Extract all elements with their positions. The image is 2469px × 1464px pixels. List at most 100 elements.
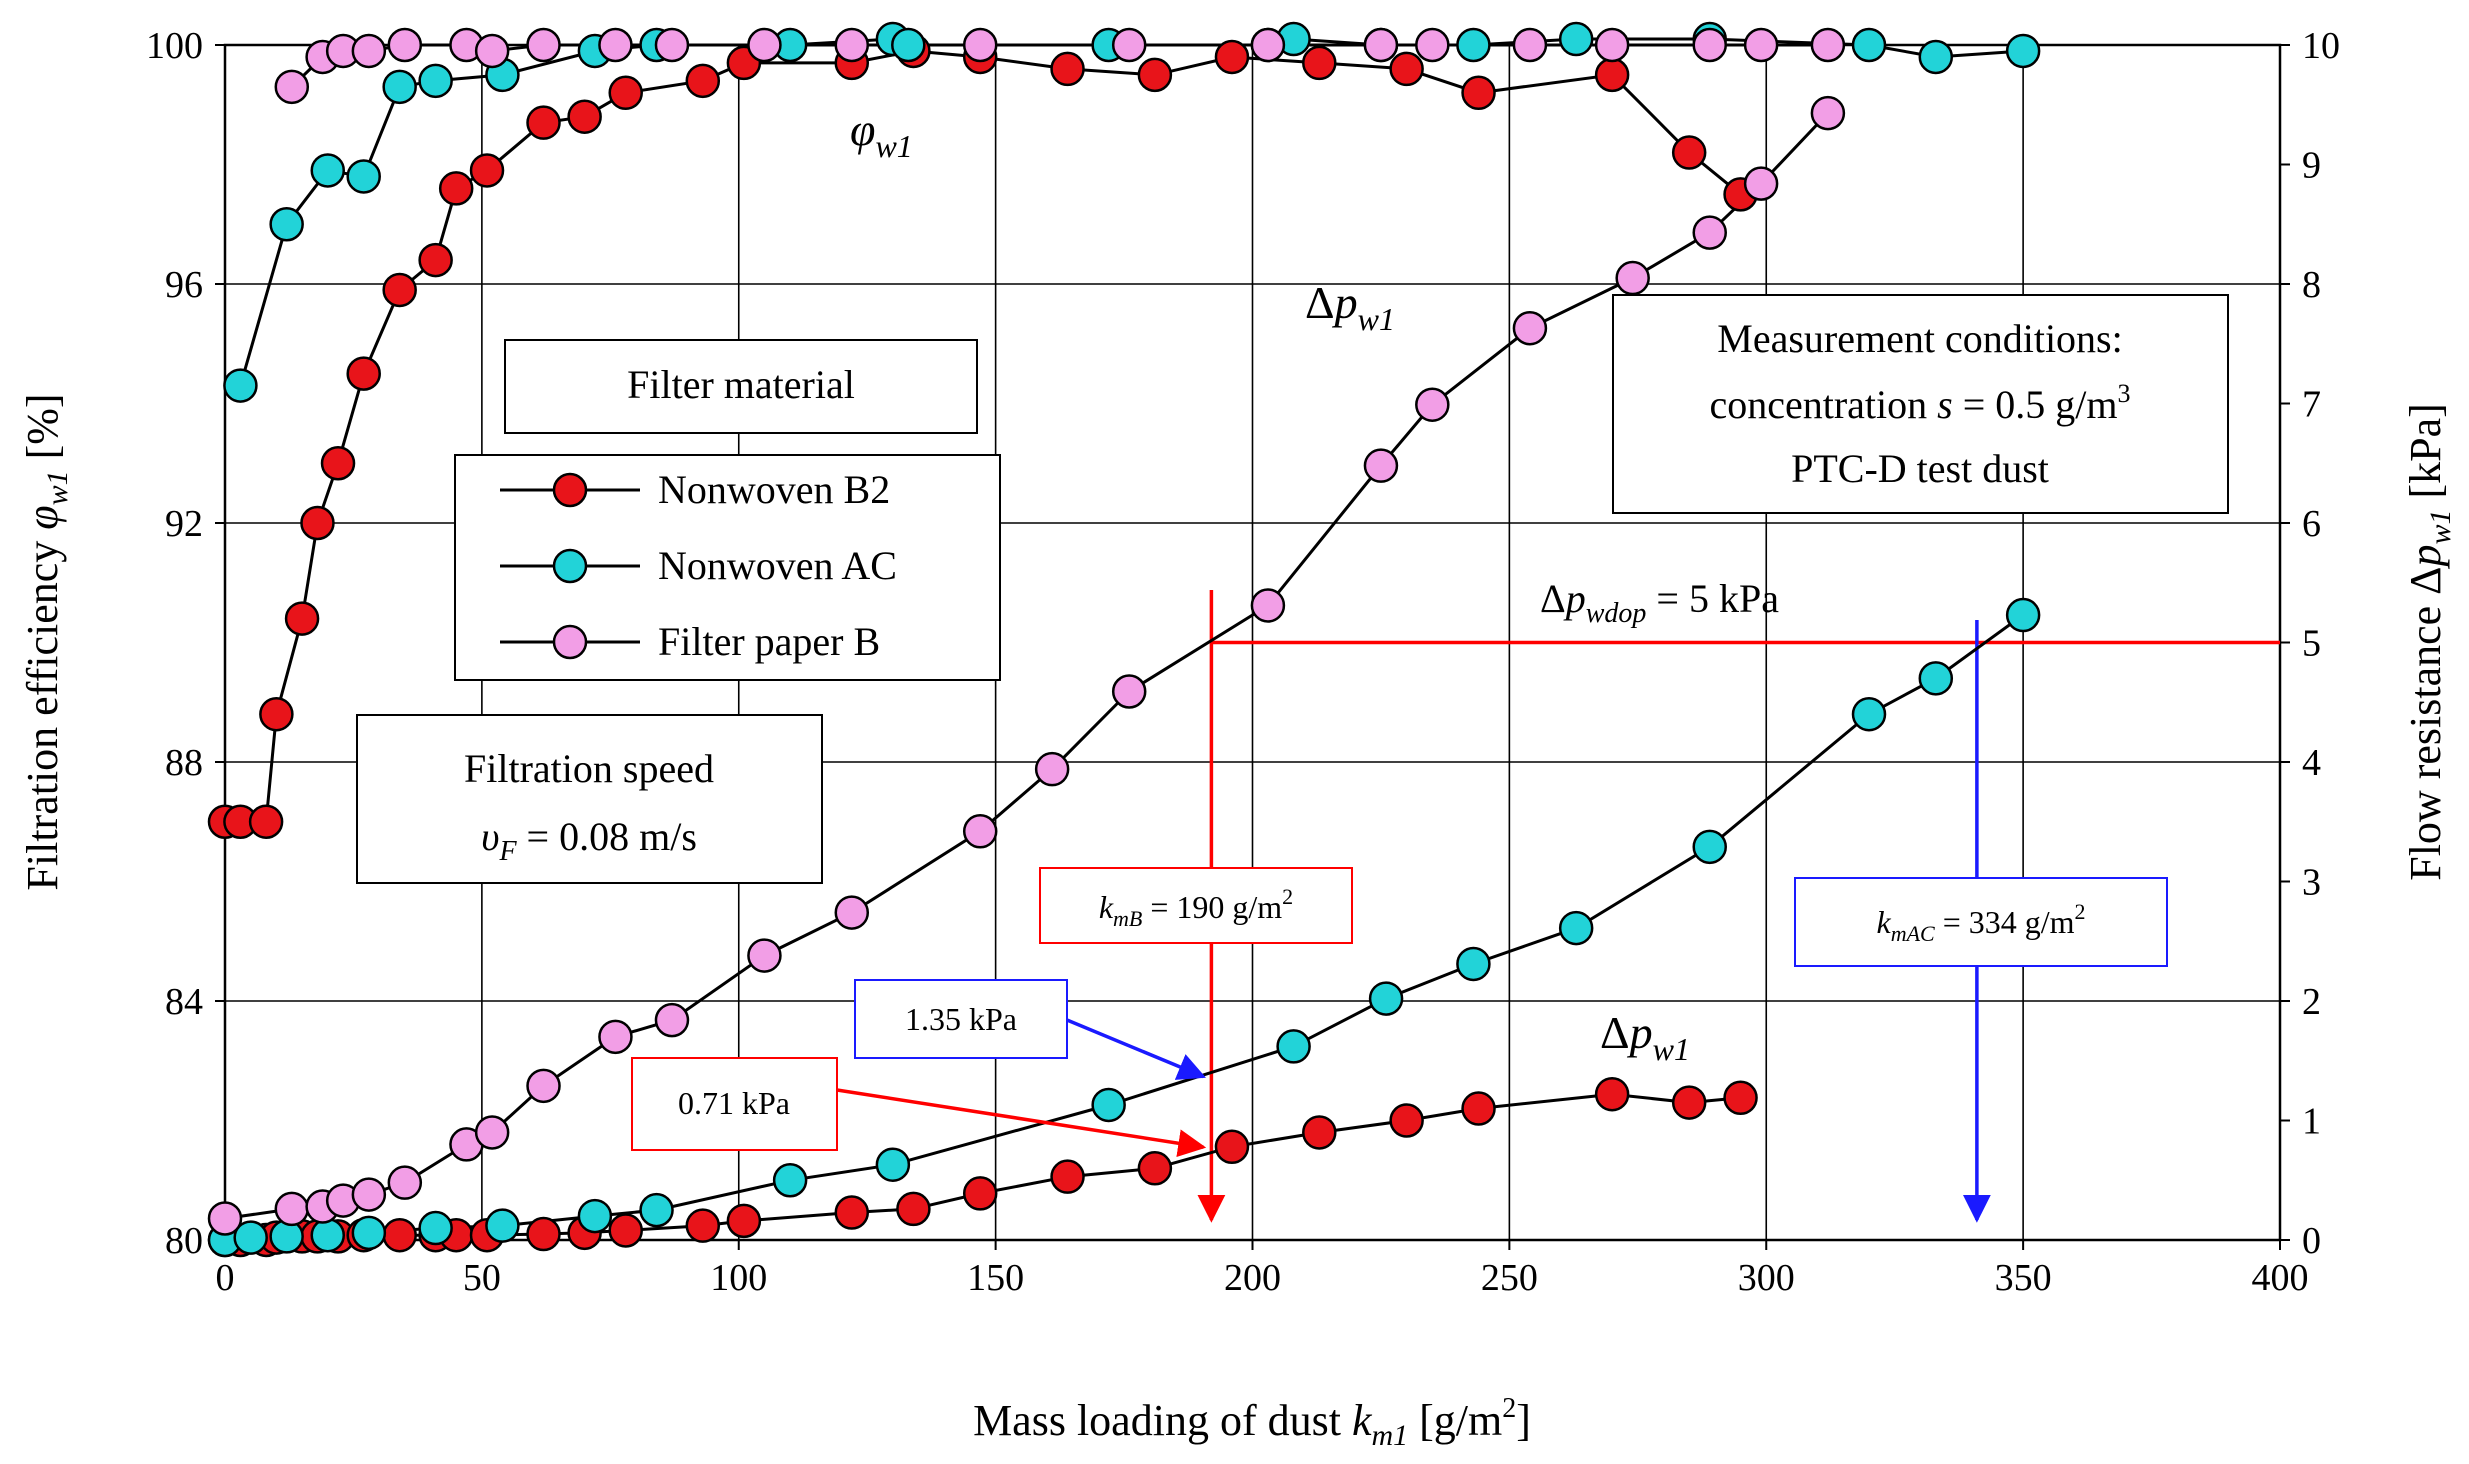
data-point bbox=[1671, 1085, 1707, 1120]
data-point bbox=[891, 27, 926, 63]
data-point bbox=[1302, 45, 1337, 81]
dp-ac-text: 1.35 kPa bbox=[905, 1001, 1017, 1037]
data-point bbox=[1512, 27, 1548, 63]
data-point bbox=[1456, 27, 1491, 63]
data-point bbox=[351, 1215, 387, 1251]
y-left-tick-label: 84 bbox=[165, 981, 203, 1023]
y-left-axis-title: Filtration efficiency φw1 [%] bbox=[18, 393, 74, 890]
data-point bbox=[1214, 39, 1250, 75]
series-layer bbox=[207, 21, 2041, 1258]
y-left-tick-label: 100 bbox=[146, 25, 203, 67]
legend-title-box bbox=[504, 339, 978, 434]
x-tick-label: 400 bbox=[2252, 1257, 2309, 1299]
data-point bbox=[1512, 310, 1548, 346]
data-point bbox=[1461, 1091, 1496, 1126]
data-point bbox=[1918, 661, 1954, 696]
data-point bbox=[387, 1165, 423, 1200]
filtration-speed-frame bbox=[356, 714, 823, 884]
data-point bbox=[834, 27, 870, 63]
phi-label: φw1 bbox=[850, 104, 913, 164]
y-left-tick-label: 88 bbox=[165, 742, 203, 784]
x-tick-label: 0 bbox=[216, 1257, 235, 1299]
x-tick-label: 200 bbox=[1224, 1257, 1281, 1299]
data-point bbox=[346, 356, 381, 391]
dp-ac-frame bbox=[854, 979, 1068, 1059]
kmAC-text: kmAC = 334 g/m2 bbox=[1876, 899, 2085, 946]
dp-ac-arrow bbox=[1066, 1018, 1206, 1080]
data-point bbox=[608, 75, 643, 111]
data-point bbox=[875, 1147, 911, 1182]
data-point bbox=[418, 242, 453, 278]
data-point bbox=[747, 938, 782, 973]
data-point bbox=[1389, 51, 1424, 87]
annotation-arrows bbox=[836, 1018, 1207, 1158]
legend-entry-label: Nonwoven AC bbox=[658, 543, 897, 588]
x-tick-label: 150 bbox=[967, 1257, 1024, 1299]
dp-b2-arrow bbox=[836, 1088, 1207, 1158]
data-point bbox=[1050, 51, 1085, 87]
data-point bbox=[1363, 448, 1399, 483]
y-right-tick-label: 2 bbox=[2302, 981, 2321, 1023]
data-point bbox=[474, 1115, 510, 1150]
data-point bbox=[1050, 1159, 1085, 1194]
data-point bbox=[382, 1217, 417, 1253]
dp-ac-annotation: 1.35 kPa bbox=[854, 979, 1068, 1059]
data-point bbox=[567, 99, 602, 134]
x-axis-title: Mass loading of dust km1 [g/m2] bbox=[973, 1393, 1531, 1452]
data-point bbox=[1456, 946, 1491, 982]
filtration-speed-line1: Filtration speed bbox=[464, 746, 714, 791]
data-point bbox=[1111, 27, 1147, 63]
data-point bbox=[233, 1220, 268, 1255]
legend-entry-label: Nonwoven B2 bbox=[658, 467, 890, 512]
data-point bbox=[1594, 27, 1630, 63]
data-point bbox=[469, 153, 505, 188]
legend-marker bbox=[552, 472, 588, 508]
data-point bbox=[1363, 27, 1399, 63]
data-point bbox=[2005, 597, 2041, 633]
data-point bbox=[726, 1203, 762, 1239]
data-point bbox=[1743, 27, 1779, 63]
series-line-3 bbox=[225, 1092, 1741, 1242]
data-point bbox=[1692, 27, 1727, 63]
data-point bbox=[1918, 39, 1954, 75]
y-right-tick-label: 4 bbox=[2302, 742, 2321, 784]
data-point bbox=[1111, 674, 1147, 709]
x-tick-label: 50 bbox=[463, 1257, 501, 1299]
data-point bbox=[1558, 910, 1594, 946]
data-point bbox=[300, 505, 335, 541]
data-point bbox=[1250, 27, 1286, 63]
data-point bbox=[2005, 33, 2041, 69]
data-point bbox=[1810, 27, 1846, 63]
data-point bbox=[310, 1217, 345, 1253]
data-point bbox=[1302, 1115, 1337, 1150]
data-point bbox=[274, 69, 310, 105]
data-point bbox=[1671, 135, 1707, 170]
data-point bbox=[1810, 95, 1846, 131]
data-point bbox=[526, 1216, 561, 1252]
data-point bbox=[598, 27, 633, 63]
data-point bbox=[438, 171, 474, 206]
data-point bbox=[351, 33, 387, 69]
x-tick-label: 350 bbox=[1995, 1257, 2052, 1299]
data-point bbox=[1276, 1029, 1311, 1064]
kmB-annotation: kmB = 190 g/m2 bbox=[1039, 867, 1353, 944]
data-point bbox=[962, 1176, 998, 1211]
data-point bbox=[223, 368, 258, 403]
y-right-tick-label: 8 bbox=[2302, 264, 2321, 306]
data-point bbox=[639, 1192, 674, 1228]
dp-b2-frame bbox=[631, 1057, 838, 1151]
dp-limit-label: Δpwdop = 5 kPa bbox=[1540, 576, 1779, 629]
data-point bbox=[259, 696, 294, 732]
y-right-axis-title: Flow resistance Δpw1 [kPa] bbox=[2401, 403, 2457, 881]
data-point bbox=[207, 1201, 243, 1236]
y-right-tick-label: 5 bbox=[2302, 623, 2321, 665]
legend: Filter material Nonwoven B2 Nonwoven AC Fi… bbox=[454, 339, 1001, 681]
data-point bbox=[1851, 696, 1887, 732]
y-right-tick-label: 9 bbox=[2302, 145, 2321, 187]
data-point bbox=[1692, 829, 1727, 865]
data-point bbox=[747, 27, 782, 63]
data-point bbox=[474, 33, 510, 69]
data-point bbox=[834, 895, 870, 930]
data-point bbox=[1389, 1103, 1424, 1138]
legend-entry-label: Filter paper B bbox=[658, 619, 880, 664]
